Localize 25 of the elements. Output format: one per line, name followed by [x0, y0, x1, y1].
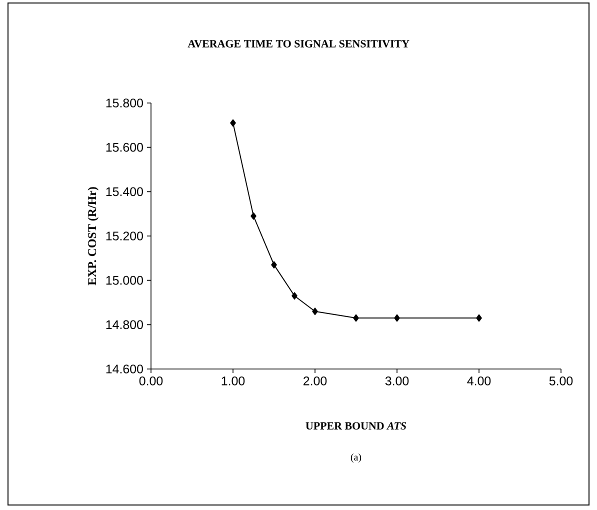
y-tick-label: 15.200	[106, 232, 143, 240]
point	[394, 314, 400, 322]
y-tick-label: 14.800	[106, 320, 143, 330]
y-tick-label: 15.000	[106, 276, 143, 285]
chart-title: AVERAGE TIME TO SIGNAL SENSITIVITY	[188, 40, 410, 48]
x-tick-label: 4.00	[467, 376, 491, 386]
point	[353, 314, 359, 322]
y-tick-label: 14.600	[106, 364, 143, 374]
x-axis-title: UPPER BOUND ATS	[306, 422, 406, 430]
point	[250, 212, 256, 220]
y-tick-label: 15.400	[106, 187, 143, 196]
y-axis-title: EXP. COST (R/Hr)	[88, 187, 99, 286]
point	[271, 261, 277, 269]
point	[476, 314, 482, 322]
point	[292, 292, 298, 300]
text: (a)	[350, 454, 362, 463]
point	[230, 119, 236, 127]
x-tick-label: 5.00	[549, 376, 573, 386]
y-tick-label: 15.800	[106, 98, 143, 108]
x-tick-label: 3.00	[385, 376, 409, 386]
x-tick-label: 1.00	[222, 376, 245, 386]
x-tick-label: 2.00	[304, 376, 327, 386]
y-tick-label: 15.600	[106, 142, 143, 152]
x-tick-label: 0.00	[139, 376, 163, 386]
point	[312, 308, 318, 316]
